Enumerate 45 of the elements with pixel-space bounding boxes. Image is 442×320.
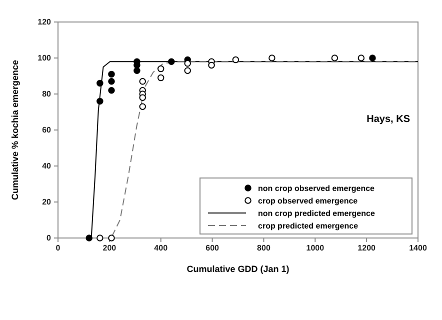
y-tick-label: 0 [46,234,52,243]
legend-label: crop predicted emergence [258,222,359,230]
point [184,60,191,67]
y-tick-label: 40 [42,162,52,171]
legend-label: non crop observed emergence [258,184,376,193]
point [96,80,104,87]
point [86,234,92,242]
point [268,54,276,62]
point [96,98,104,105]
point [184,67,191,74]
x-tick-label: 800 [257,244,271,253]
point [96,234,104,242]
point [157,74,164,82]
y-axis-title: Cumulative % kochia emergence [10,60,20,200]
point [108,70,115,78]
point [139,103,146,110]
point [139,94,146,101]
legend-label: non crop predicted emergence [258,209,376,218]
y-tick-label: 100 [38,54,52,63]
point [208,62,215,69]
x-tick-label: 200 [102,244,117,253]
y-tick-label: 20 [42,198,52,207]
point [331,54,338,62]
x-tick-label: 0 [56,244,61,253]
point [168,58,175,65]
point [232,56,240,64]
point [369,54,376,62]
legend-label: crop observed emergence [258,196,358,206]
x-axis-title: Cumulative GDD (Jan 1) [186,264,290,274]
x-tick-label: 1400 [409,244,428,253]
point [108,234,115,242]
point [139,78,146,85]
y-tick-label: 120 [38,18,52,27]
x-tick-label: 1000 [306,244,325,253]
point [108,87,115,94]
y-tick-label: 80 [42,90,52,99]
x-tick-label: 400 [154,244,168,253]
x-tick-label: 1200 [358,244,376,253]
point [108,78,115,85]
y-tick-label: 60 [42,126,52,135]
point [134,67,140,74]
point [358,54,365,62]
annotation: Hays, KS [366,114,410,125]
x-tick-label: 600 [206,244,220,253]
point [157,65,164,72]
